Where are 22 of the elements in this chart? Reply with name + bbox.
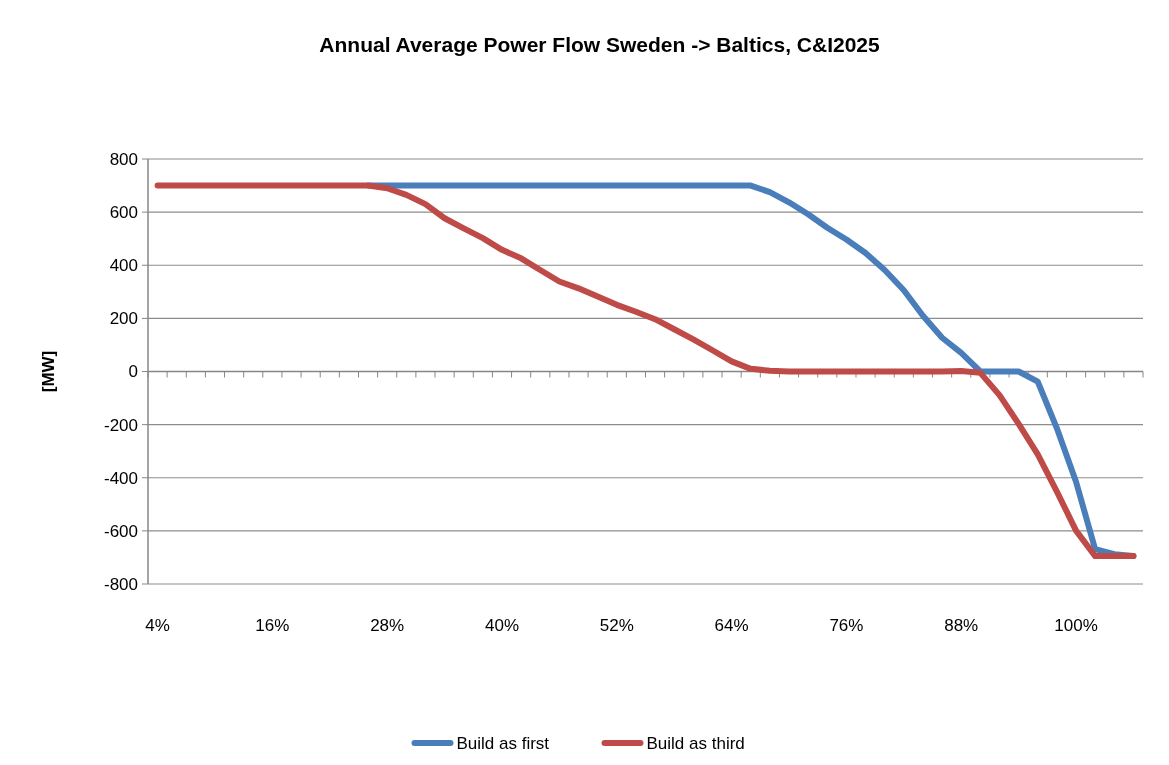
x-tick-label: 4% bbox=[145, 616, 170, 635]
y-tick-label: -600 bbox=[103, 521, 138, 541]
legend-label: Build as third bbox=[646, 733, 745, 753]
y-tick-label: -800 bbox=[103, 574, 138, 594]
y-tick-label: 600 bbox=[109, 203, 138, 223]
y-axis-title: [MW] bbox=[39, 350, 58, 393]
y-tick-label: 800 bbox=[109, 149, 138, 169]
y-tick-label: 200 bbox=[109, 309, 138, 329]
x-tick-label: 16% bbox=[255, 616, 290, 635]
x-tick-label: 40% bbox=[484, 616, 520, 635]
x-tick-label: 52% bbox=[599, 616, 634, 635]
y-tick-label: -400 bbox=[103, 468, 138, 488]
y-tick-label: 0 bbox=[128, 362, 138, 382]
y-tick-label: -200 bbox=[103, 415, 138, 435]
y-tick-label: 400 bbox=[109, 256, 138, 276]
x-tick-label: 28% bbox=[370, 616, 405, 635]
x-tick-label: 88% bbox=[944, 616, 979, 635]
x-tick-label: 100% bbox=[1054, 616, 1098, 635]
x-tick-label: 64% bbox=[714, 616, 749, 635]
x-tick-label: 76% bbox=[829, 616, 864, 635]
legend-label: Build as first bbox=[456, 733, 550, 753]
chart-title: Annual Average Power Flow Sweden -> Baltics, C&I2025 bbox=[319, 33, 880, 56]
